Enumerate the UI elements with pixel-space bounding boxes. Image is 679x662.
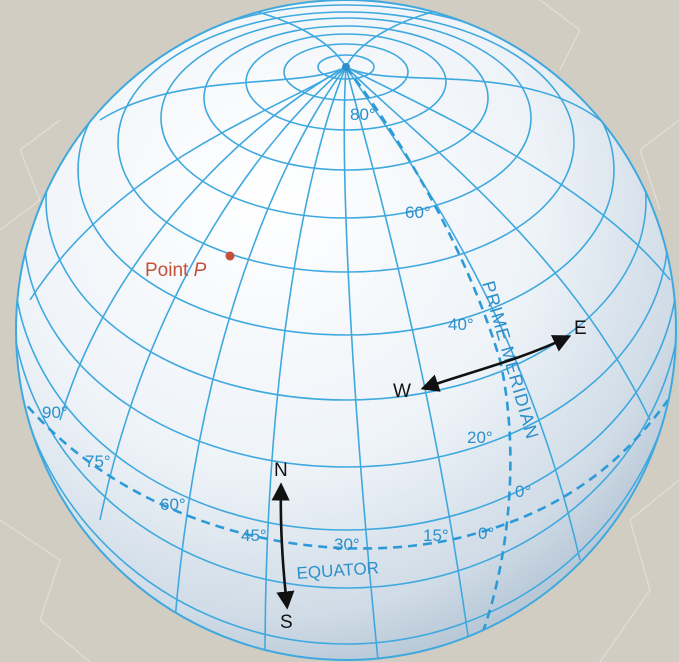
latitude-label-20: 20° <box>467 428 493 447</box>
equator-line <box>16 394 670 550</box>
latitude-label-60: 60° <box>405 203 431 222</box>
longitude-label-75: 75° <box>85 452 111 471</box>
west-label: W <box>393 381 411 402</box>
longitude-label-0: 0° <box>478 524 494 543</box>
latitude-label-0: 0° <box>515 482 531 501</box>
point-p: Point P <box>145 251 235 281</box>
longitude-label-15: 15° <box>423 526 449 545</box>
north-pole-dot <box>342 63 350 71</box>
east-west-arrow <box>420 335 572 392</box>
longitude-label-90: 90° <box>42 403 68 422</box>
longitude-label-60: 60° <box>160 495 186 514</box>
north-label: N <box>274 460 288 481</box>
latitude-label-40: 40° <box>448 315 474 334</box>
south-label: S <box>280 612 293 633</box>
globe-outline <box>15 0 677 661</box>
east-label: E <box>574 318 587 339</box>
longitude-labels: 90° 75° 60° 45° 30° 15° 0° <box>42 403 494 554</box>
longitude-label-45: 45° <box>241 526 267 545</box>
north-south-arrow <box>271 482 295 610</box>
longitude-label-30: 30° <box>334 535 360 554</box>
latitude-label-80: 80° <box>350 105 376 124</box>
latitude-labels: 80° 60° 40° 20° 0° <box>350 105 531 501</box>
point-p-dot <box>225 251 235 261</box>
point-p-label: Point P <box>145 260 207 281</box>
